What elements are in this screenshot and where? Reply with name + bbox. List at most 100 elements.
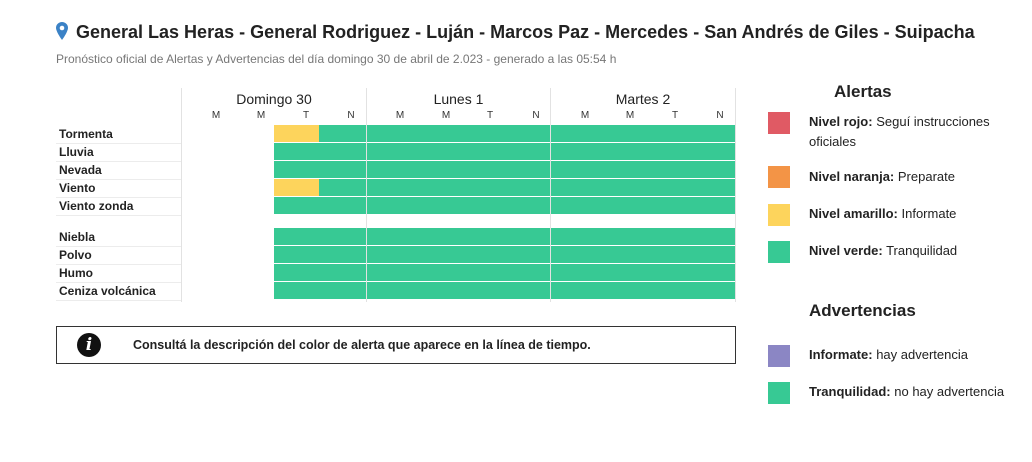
alert-cell-verde[interactable] bbox=[458, 161, 504, 178]
legend-level-desc: Preparate bbox=[897, 169, 955, 184]
alert-cell-verde[interactable] bbox=[367, 197, 413, 214]
alert-cell-verde[interactable] bbox=[319, 228, 366, 245]
alert-cell-verde[interactable] bbox=[551, 228, 597, 245]
alert-cell-verde[interactable] bbox=[504, 282, 550, 299]
alert-cell-verde[interactable] bbox=[504, 264, 550, 281]
alert-cell-verde[interactable] bbox=[643, 143, 688, 160]
alert-cell-verde[interactable] bbox=[413, 143, 458, 160]
alert-cell-verde[interactable] bbox=[688, 228, 735, 245]
hazard-label: Tormenta bbox=[59, 127, 113, 141]
alert-cell-verde[interactable] bbox=[458, 228, 504, 245]
alert-cell-verde[interactable] bbox=[688, 264, 735, 281]
alert-cell-verde[interactable] bbox=[458, 179, 504, 196]
alert-cell-verde[interactable] bbox=[504, 197, 550, 214]
alert-cell-verde[interactable] bbox=[597, 125, 643, 142]
alert-cell-verde[interactable] bbox=[688, 246, 735, 263]
alert-cell-verde[interactable] bbox=[643, 246, 688, 263]
alert-cell-verde[interactable] bbox=[643, 179, 688, 196]
alert-cell-verde[interactable] bbox=[319, 125, 366, 142]
alert-cell-verde[interactable] bbox=[413, 282, 458, 299]
alert-cell-verde[interactable] bbox=[551, 246, 597, 263]
alert-cell-verde[interactable] bbox=[643, 197, 688, 214]
alert-cell-verde[interactable] bbox=[413, 161, 458, 178]
alert-cell-verde[interactable] bbox=[458, 282, 504, 299]
alert-cell-verde[interactable] bbox=[274, 264, 319, 281]
alert-cell-verde[interactable] bbox=[367, 228, 413, 245]
alert-cell-verde[interactable] bbox=[458, 197, 504, 214]
alert-cell-verde[interactable] bbox=[597, 197, 643, 214]
alert-cell-verde[interactable] bbox=[643, 264, 688, 281]
alert-cell-verde[interactable] bbox=[413, 246, 458, 263]
alert-cell-verde[interactable] bbox=[688, 125, 735, 142]
alert-cell-verde[interactable] bbox=[597, 264, 643, 281]
alert-cell-verde[interactable] bbox=[688, 282, 735, 299]
alert-cell-verde[interactable] bbox=[551, 264, 597, 281]
alert-cell-verde[interactable] bbox=[319, 282, 366, 299]
alert-cell-verde[interactable] bbox=[688, 197, 735, 214]
alert-cell-verde[interactable] bbox=[597, 143, 643, 160]
alert-cell-verde[interactable] bbox=[274, 228, 319, 245]
alert-cell-verde[interactable] bbox=[643, 282, 688, 299]
alert-cell-verde[interactable] bbox=[504, 125, 550, 142]
alert-cell-verde[interactable] bbox=[688, 179, 735, 196]
alert-cell-verde[interactable] bbox=[504, 161, 550, 178]
alert-cell-verde[interactable] bbox=[643, 228, 688, 245]
alert-cell-verde[interactable] bbox=[504, 179, 550, 196]
alert-cell-verde[interactable] bbox=[551, 143, 597, 160]
alert-cell-verde[interactable] bbox=[274, 161, 319, 178]
alert-cell-verde[interactable] bbox=[367, 264, 413, 281]
alert-cell-verde[interactable] bbox=[413, 125, 458, 142]
alert-cell-verde[interactable] bbox=[367, 161, 413, 178]
alert-cell-verde[interactable] bbox=[504, 246, 550, 263]
alert-cell-verde[interactable] bbox=[413, 197, 458, 214]
alert-cell-verde[interactable] bbox=[551, 179, 597, 196]
alert-cell-verde[interactable] bbox=[413, 179, 458, 196]
alert-cell-verde[interactable] bbox=[551, 282, 597, 299]
alert-cell-verde[interactable] bbox=[597, 161, 643, 178]
legend-level-desc: Informate bbox=[901, 206, 957, 221]
alert-cell-verde[interactable] bbox=[319, 197, 366, 214]
alert-cell-verde[interactable] bbox=[597, 282, 643, 299]
alert-cell-verde[interactable] bbox=[458, 246, 504, 263]
alert-cell-verde[interactable] bbox=[597, 179, 643, 196]
slot-header: N bbox=[716, 110, 724, 121]
alert-cell-verde[interactable] bbox=[688, 143, 735, 160]
alert-cell-verde[interactable] bbox=[504, 228, 550, 245]
alert-cell-verde[interactable] bbox=[319, 264, 366, 281]
alert-cell-verde[interactable] bbox=[458, 125, 504, 142]
alert-cell-verde[interactable] bbox=[643, 125, 688, 142]
alert-cell-verde[interactable] bbox=[367, 179, 413, 196]
alert-cell-verde[interactable] bbox=[319, 179, 366, 196]
hazard-label: Niebla bbox=[59, 230, 96, 244]
alert-cell-verde[interactable] bbox=[413, 228, 458, 245]
alert-cell-verde[interactable] bbox=[597, 228, 643, 245]
alert-cell-verde[interactable] bbox=[688, 161, 735, 178]
alert-cell-verde[interactable] bbox=[413, 264, 458, 281]
alert-cell-verde[interactable] bbox=[367, 143, 413, 160]
legend-level-name: Nivel naranja: bbox=[809, 169, 895, 184]
alert-cell-verde[interactable] bbox=[274, 246, 319, 263]
row-divider bbox=[56, 161, 181, 162]
alert-cell-verde[interactable] bbox=[551, 161, 597, 178]
slot-header: N bbox=[532, 110, 540, 121]
alert-cell-verde[interactable] bbox=[458, 264, 504, 281]
alert-cell-verde[interactable] bbox=[319, 143, 366, 160]
alert-cell-verde[interactable] bbox=[319, 246, 366, 263]
alert-cell-verde[interactable] bbox=[319, 161, 366, 178]
alert-cell-verde[interactable] bbox=[367, 282, 413, 299]
row-divider bbox=[56, 282, 181, 283]
alert-cell-verde[interactable] bbox=[274, 197, 319, 214]
alert-cell-verde[interactable] bbox=[551, 125, 597, 142]
alert-cell-verde[interactable] bbox=[643, 161, 688, 178]
alert-cell-verde[interactable] bbox=[367, 125, 413, 142]
alert-cell-verde[interactable] bbox=[458, 143, 504, 160]
alert-cell-verde[interactable] bbox=[367, 246, 413, 263]
alert-cell-amarillo[interactable] bbox=[274, 179, 319, 196]
alert-cell-verde[interactable] bbox=[274, 282, 319, 299]
alert-cell-verde[interactable] bbox=[551, 197, 597, 214]
alert-cell-verde[interactable] bbox=[597, 246, 643, 263]
alert-cell-verde[interactable] bbox=[274, 143, 319, 160]
alert-cell-amarillo[interactable] bbox=[274, 125, 319, 142]
alert-cell-verde[interactable] bbox=[504, 143, 550, 160]
alert-timeline: Domingo 30 Lunes 1 Martes 2 M M T N M M T N M M T N… bbox=[56, 88, 738, 302]
